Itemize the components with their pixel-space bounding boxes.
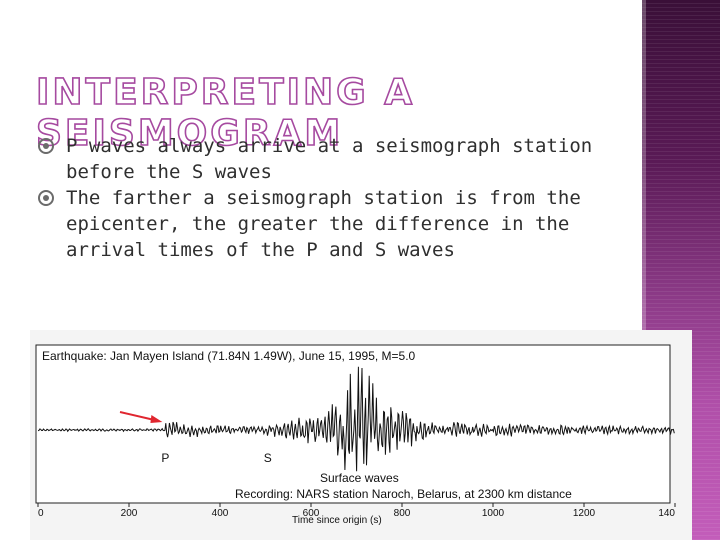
bullet-list: P waves always arrive at a seismograph s… xyxy=(38,133,608,263)
slide-title: INTERPRETING A SEISMOGRAM xyxy=(35,71,416,155)
x-axis: 0 200 400 600 800 1000 1200 140 xyxy=(37,503,676,519)
x-tick-label: 200 xyxy=(121,508,138,519)
seismogram-plot: Earthquake: Jan Mayen Island (71.84N 1.4… xyxy=(35,344,676,526)
bullet-circle-icon xyxy=(38,138,54,154)
x-tick-label: 1200 xyxy=(573,508,596,519)
x-tick-label: 140 xyxy=(658,508,675,519)
bullet-text: P waves always arrive at a seismograph s… xyxy=(66,135,593,183)
x-tick-label: 600 xyxy=(303,508,320,519)
arrow-head-icon xyxy=(150,415,163,423)
p-wave-label: P xyxy=(161,451,169,465)
x-tick-label: 400 xyxy=(212,508,229,519)
surface-waves-label: Surface waves xyxy=(320,471,399,485)
p-arrival-arrow xyxy=(119,411,155,421)
s-wave-label: S xyxy=(264,451,272,465)
bullet-circle-icon xyxy=(38,190,54,206)
plot-frame xyxy=(35,344,671,504)
recording-label: Recording: NARS station Naroch, Belarus,… xyxy=(235,487,572,501)
plot-header: Earthquake: Jan Mayen Island (71.84N 1.4… xyxy=(42,349,416,363)
x-axis-title: Time since origin (s) xyxy=(292,515,382,526)
x-tick-label: 800 xyxy=(394,508,411,519)
bullet-item: P waves always arrive at a seismograph s… xyxy=(38,133,608,185)
x-tick-label: 1000 xyxy=(482,508,505,519)
seismogram-figure: Earthquake: Jan Mayen Island (71.84N 1.4… xyxy=(30,330,692,540)
bullet-text: The farther a seismograph station is fro… xyxy=(66,187,581,261)
x-tick-label: 0 xyxy=(38,508,44,519)
seismogram-trace xyxy=(37,366,675,472)
bullet-item: The farther a seismograph station is fro… xyxy=(38,185,608,263)
